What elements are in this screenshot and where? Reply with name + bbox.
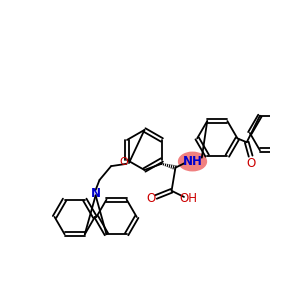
Text: O: O <box>146 192 155 205</box>
Ellipse shape <box>178 152 206 171</box>
Text: O: O <box>119 157 128 167</box>
Text: N: N <box>91 187 100 200</box>
Text: O: O <box>246 157 255 170</box>
Text: NH: NH <box>183 155 202 168</box>
Text: OH: OH <box>180 192 198 205</box>
